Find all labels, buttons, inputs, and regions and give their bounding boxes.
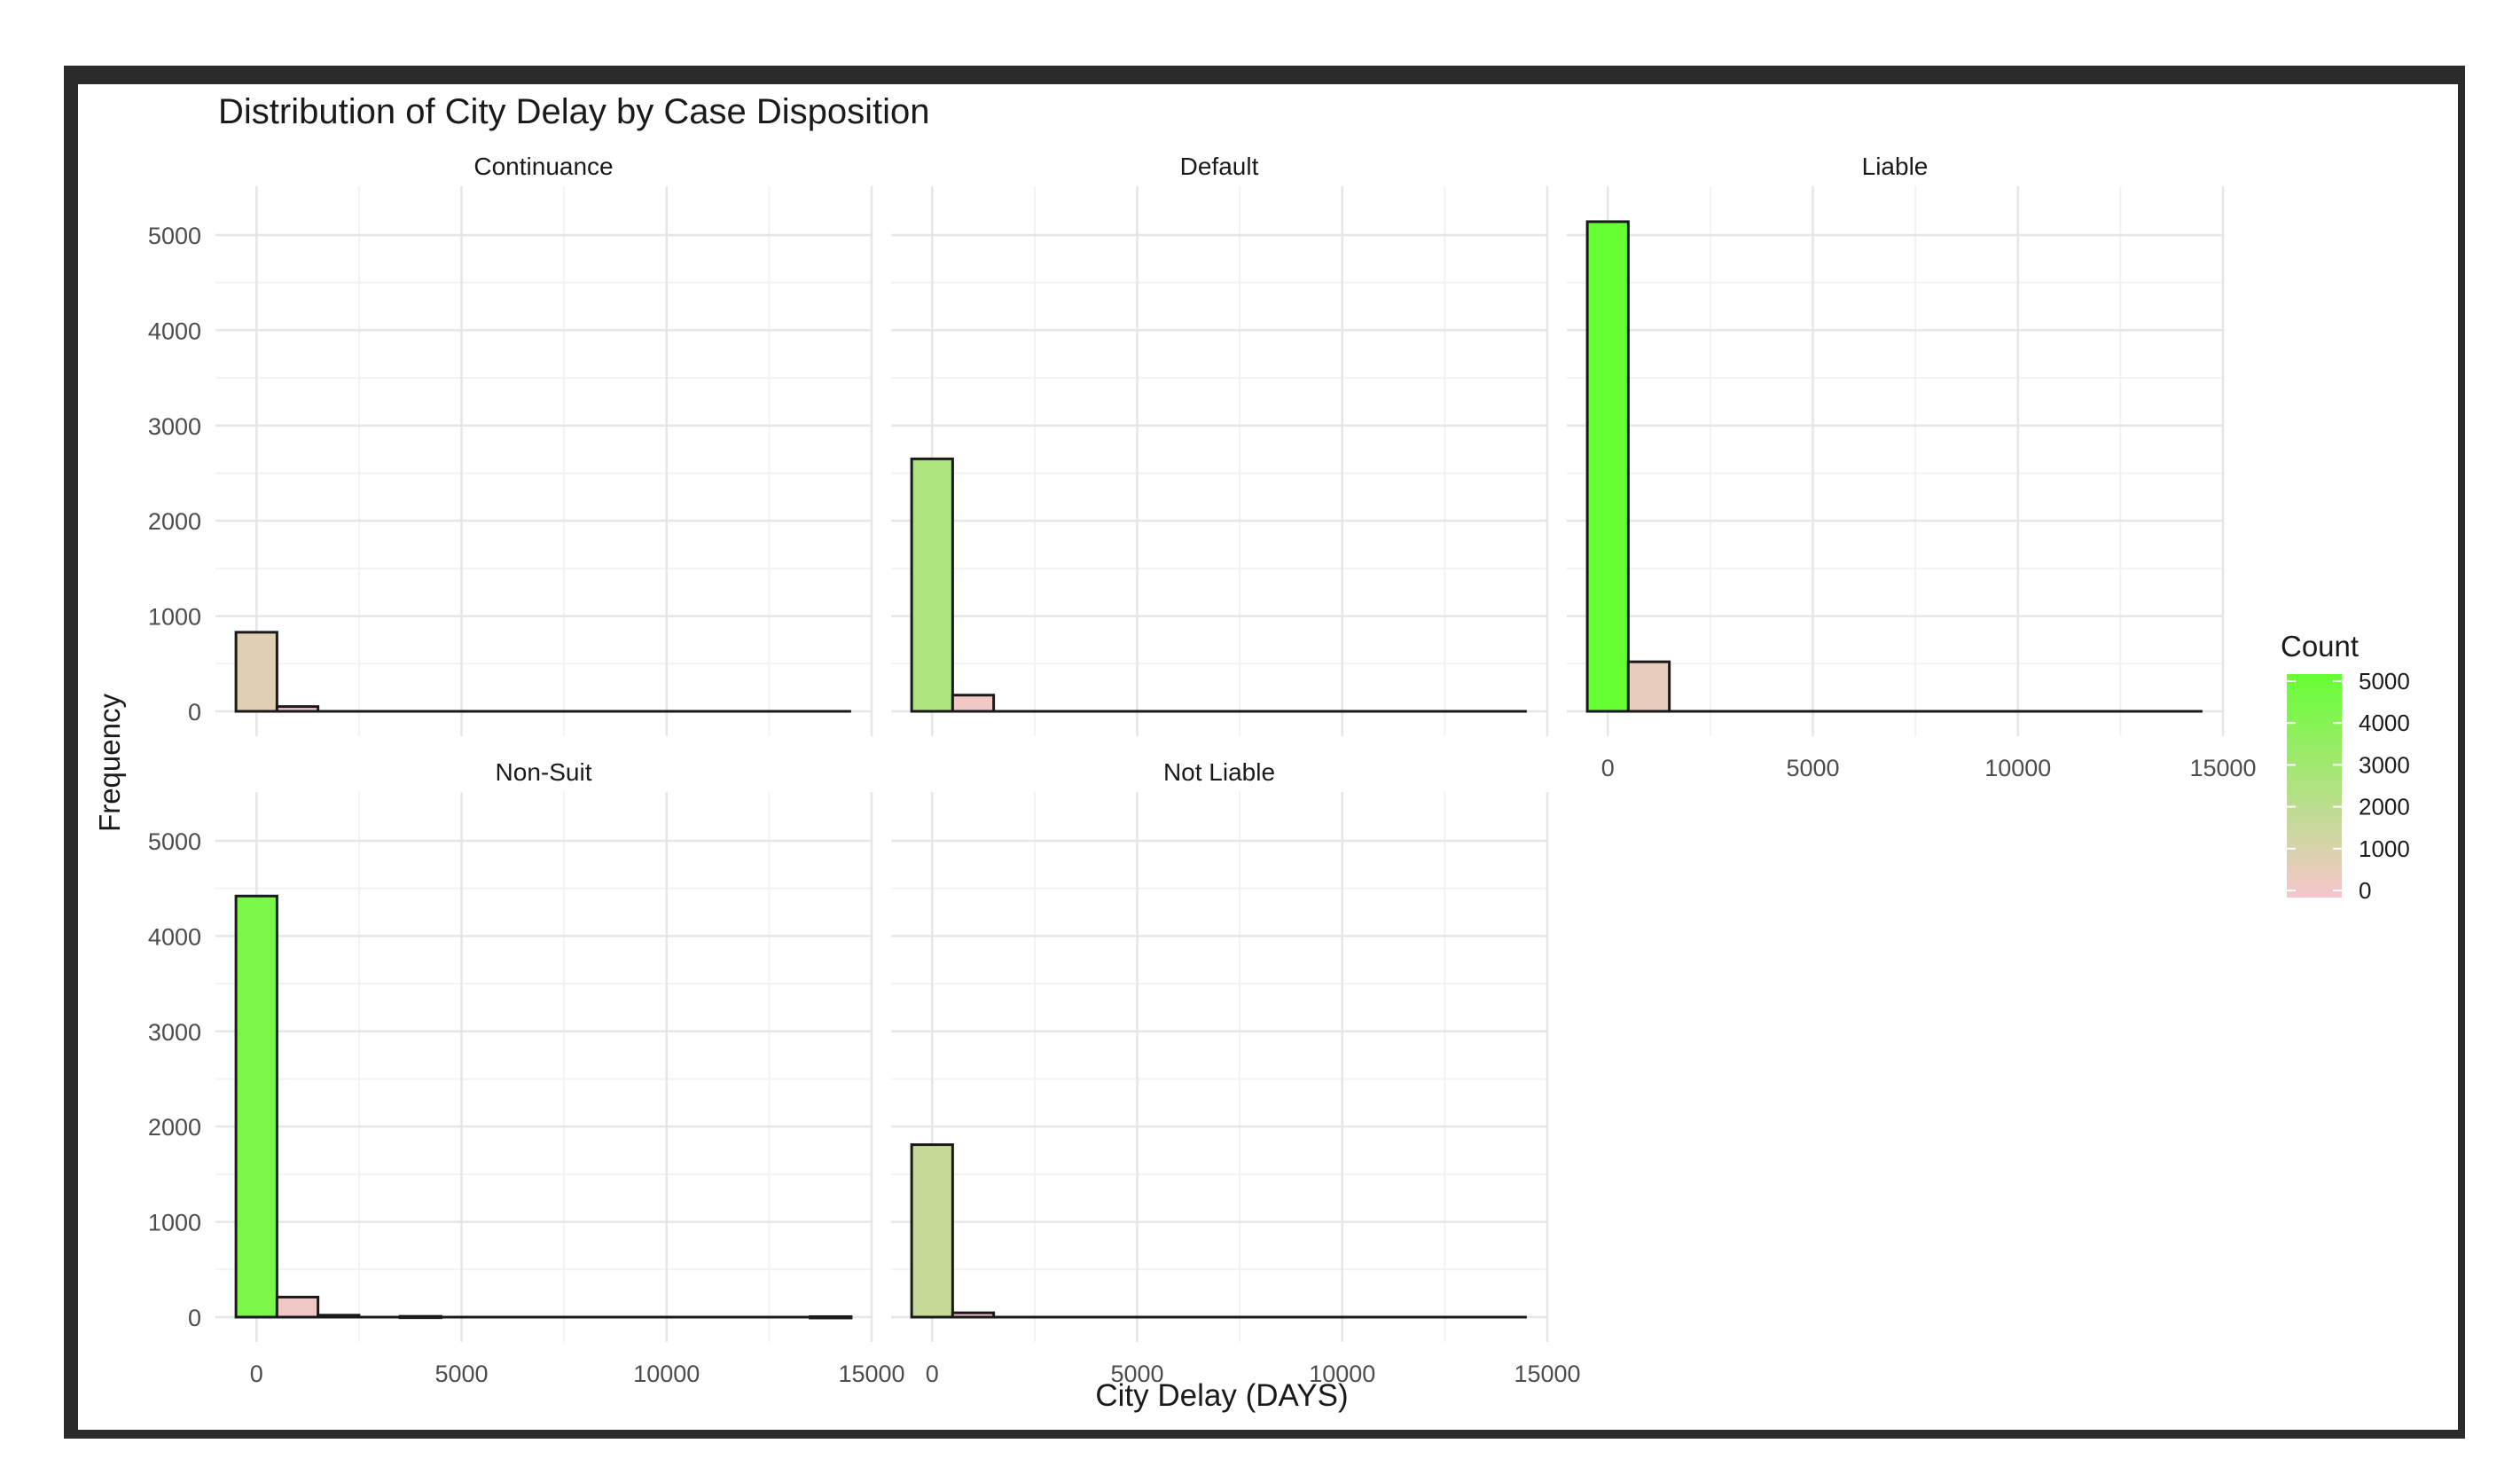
x-tick-label: 15000 — [1514, 1361, 1580, 1387]
plot-background — [78, 84, 2458, 1430]
y-tick-label: 1000 — [148, 604, 201, 631]
y-tick-label: 4000 — [148, 923, 201, 950]
x-tick-label: 10000 — [1984, 755, 2051, 781]
histogram-bar — [275, 705, 320, 713]
histogram-bar — [275, 1295, 320, 1319]
y-tick-label: 5000 — [148, 828, 201, 855]
y-axis-title: Frequency — [93, 694, 126, 832]
histogram-bar — [317, 1314, 361, 1319]
y-tick-label: 2000 — [148, 1114, 201, 1141]
facet-strip-label: Continuance — [473, 153, 613, 180]
histogram-bar — [809, 1314, 853, 1320]
histogram-bar — [910, 457, 954, 713]
legend-label: 1000 — [2359, 835, 2410, 862]
histogram-bar — [234, 894, 278, 1319]
histogram-bar — [398, 1314, 442, 1320]
x-tick-label: 5000 — [434, 1361, 488, 1387]
facet-panel-liable: Liable 0 5000 10000 15000 — [1567, 153, 2257, 781]
facet-panels: Continuance 0 1000 2000 3000 4000 5000 Default L… — [148, 153, 2257, 1387]
legend-label: 3000 — [2359, 751, 2410, 778]
histogram-bar — [1585, 220, 1630, 713]
y-tick-label: 5000 — [148, 223, 201, 249]
facet-strip-label: Not Liable — [1163, 758, 1275, 786]
x-tick-label: 15000 — [2189, 755, 2256, 781]
histogram-bar — [951, 694, 996, 713]
y-tick-label: 0 — [188, 699, 201, 726]
x-tick-label: 5000 — [1110, 1361, 1163, 1387]
histogram-bar — [951, 1311, 996, 1319]
facet-panel-default: Default — [891, 153, 1549, 736]
y-tick-label: 1000 — [148, 1210, 201, 1236]
x-tick-label: 0 — [926, 1361, 939, 1387]
histogram-bar — [234, 631, 278, 713]
legend-title: Count — [2281, 630, 2359, 663]
chart-title: Distribution of City Delay by Case Dispo… — [218, 92, 930, 131]
x-tick-label: 5000 — [1786, 755, 1839, 781]
y-tick-label: 4000 — [148, 318, 201, 344]
x-tick-label: 15000 — [838, 1361, 904, 1387]
y-tick-label: 0 — [188, 1305, 201, 1331]
x-tick-label: 0 — [1601, 755, 1615, 781]
y-tick-label: 2000 — [148, 508, 201, 535]
histogram-bar — [1626, 660, 1671, 713]
legend-label: 5000 — [2359, 668, 2410, 694]
facet-strip-label: Default — [1180, 153, 1259, 180]
y-tick-label: 3000 — [148, 1019, 201, 1046]
facet-panel-non-suit: Non-Suit 0 1000 2000 3000 4000 5000 0 5000 10000 1… — [148, 758, 905, 1387]
facet-strip-label: Liable — [1862, 153, 1929, 180]
legend-label: 4000 — [2359, 710, 2410, 736]
legend-label: 2000 — [2359, 794, 2410, 820]
facet-panel-continuance: Continuance 0 1000 2000 3000 4000 5000 — [148, 153, 873, 736]
x-tick-label: 0 — [250, 1361, 263, 1387]
legend-label: 0 — [2359, 877, 2371, 904]
legend-colorbar — [2287, 674, 2342, 898]
x-axis-title: City Delay (DAYS) — [1095, 1378, 1348, 1413]
x-tick-label: 10000 — [1309, 1361, 1375, 1387]
facet-panel-not-liable: Not Liable 0 5000 10000 15000 — [891, 758, 1581, 1387]
facet-strip-label: Non-Suit — [496, 758, 592, 786]
y-tick-label: 3000 — [148, 413, 201, 440]
histogram-bar — [910, 1143, 954, 1319]
x-tick-label: 10000 — [633, 1361, 700, 1387]
